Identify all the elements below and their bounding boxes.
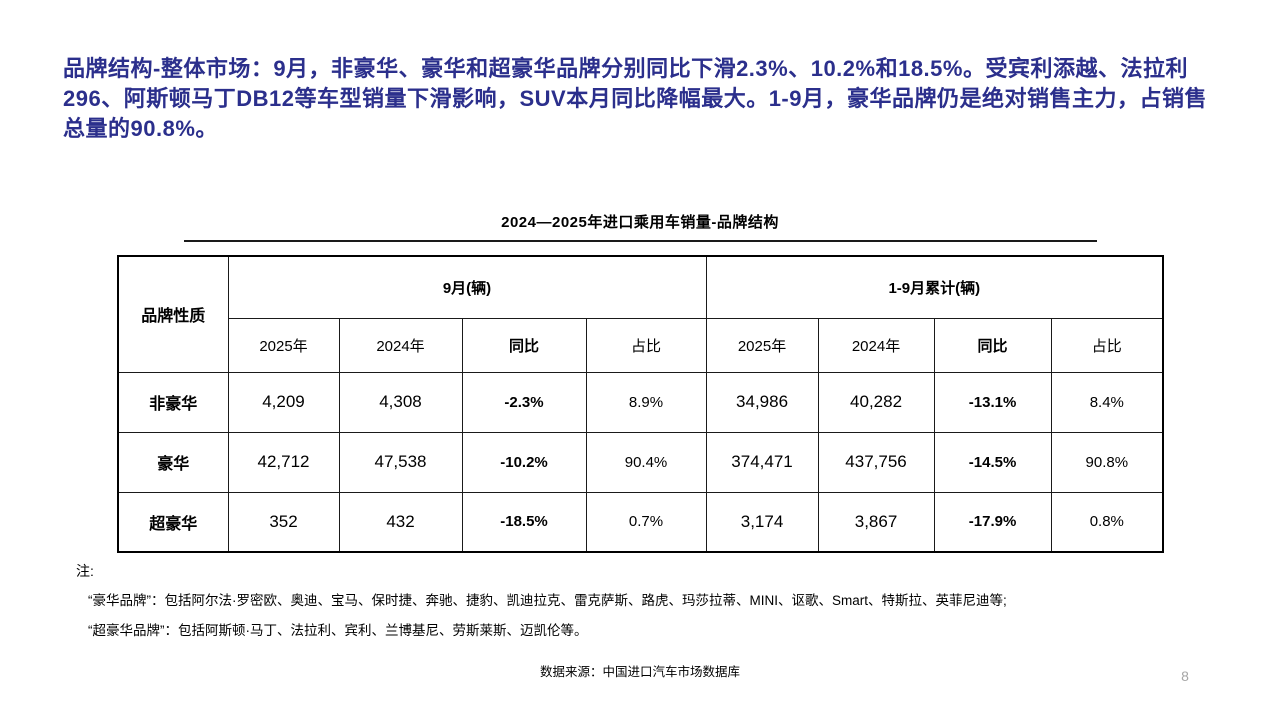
cell-sept-share: 8.9% [585, 371, 707, 433]
table-row-super-luxury: 超豪华 352 432 -18.5% 0.7% 3,174 3,867 -17.… [117, 491, 1164, 553]
row-label: 非豪华 [117, 371, 229, 433]
col-header-cum-2025: 2025年 [705, 317, 819, 373]
table-title: 2024—2025年进口乘用车销量-品牌结构 [501, 214, 779, 231]
group-header-september: 9月(辆) [227, 255, 707, 319]
table-group-header-row: 品牌性质 9月(辆) 1-9月累计(辆) [117, 255, 1164, 373]
footnote-label: 注: [76, 563, 94, 579]
col-header-cum-2024: 2024年 [817, 317, 935, 373]
cell-sept-2024: 47,538 [338, 431, 463, 493]
cell-cum-2025: 3,174 [705, 491, 819, 553]
cell-cum-2024: 3,867 [817, 491, 935, 553]
col-header-cum-yoy: 同比 [933, 317, 1052, 373]
cell-sept-yoy: -18.5% [461, 491, 587, 553]
col-header-brand-type: 品牌性质 [117, 255, 229, 373]
cell-cum-2024: 437,756 [817, 431, 935, 493]
row-label: 超豪华 [117, 491, 229, 553]
slide-headline: 品牌结构-整体市场：9月，非豪华、豪华和超豪华品牌分别同比下滑2.3%、10.2… [63, 56, 1207, 141]
table-subheader-row: 2025年 2024年 同比 占比 2025年 2024年 同比 占比 [118, 317, 1164, 373]
cell-cum-2024: 40,282 [817, 371, 935, 433]
cell-cum-yoy: -13.1% [933, 371, 1052, 433]
cell-cum-2025: 374,471 [705, 431, 819, 493]
cell-sept-2025: 42,712 [227, 431, 340, 493]
table-title-underline [184, 240, 1097, 242]
cell-sept-2024: 432 [338, 491, 463, 553]
col-header-sept-2025: 2025年 [227, 317, 340, 373]
cell-cum-share: 8.4% [1050, 371, 1164, 433]
cell-sept-yoy: -10.2% [461, 431, 587, 493]
col-header-sept-yoy: 同比 [461, 317, 587, 373]
group-header-cumulative: 1-9月累计(辆) [705, 255, 1164, 319]
cell-sept-share: 0.7% [585, 491, 707, 553]
page-number: 8 [1181, 668, 1189, 684]
cell-cum-yoy: -14.5% [933, 431, 1052, 493]
cell-sept-2025: 4,209 [227, 371, 340, 433]
cell-cum-yoy: -17.9% [933, 491, 1052, 553]
table-row-luxury: 豪华 42,712 47,538 -10.2% 90.4% 374,471 43… [117, 431, 1164, 493]
brand-structure-table: 品牌性质 9月(辆) 1-9月累计(辆) 2025年 2024年 同比 占比 2… [117, 255, 1165, 553]
cell-sept-yoy: -2.3% [461, 371, 587, 433]
footnote-luxury-brands: “豪华品牌”：包括阿尔法·罗密欧、奥迪、宝马、保时捷、奔驰、捷豹、凯迪拉克、雷克… [88, 593, 1007, 608]
col-header-sept-2024: 2024年 [338, 317, 463, 373]
table-row-non-luxury: 非豪华 4,209 4,308 -2.3% 8.9% 34,986 40,282… [117, 371, 1164, 433]
col-header-cum-share: 占比 [1050, 317, 1164, 373]
cell-sept-share: 90.4% [585, 431, 707, 493]
row-label: 豪华 [117, 431, 229, 493]
cell-cum-share: 90.8% [1050, 431, 1164, 493]
col-header-sept-share: 占比 [585, 317, 707, 373]
data-source: 数据来源：中国进口汽车市场数据库 [539, 665, 740, 679]
cell-cum-2025: 34,986 [705, 371, 819, 433]
footnote-super-luxury-brands: “超豪华品牌”：包括阿斯顿·马丁、法拉利、宾利、兰博基尼、劳斯莱斯、迈凯伦等。 [88, 623, 588, 638]
footnotes: 注: “豪华品牌”：包括阿尔法·罗密欧、奥迪、宝马、保时捷、奔驰、捷豹、凯迪拉克… [76, 562, 1226, 640]
cell-sept-2025: 352 [227, 491, 340, 553]
cell-cum-share: 0.8% [1050, 491, 1164, 553]
cell-sept-2024: 4,308 [338, 371, 463, 433]
